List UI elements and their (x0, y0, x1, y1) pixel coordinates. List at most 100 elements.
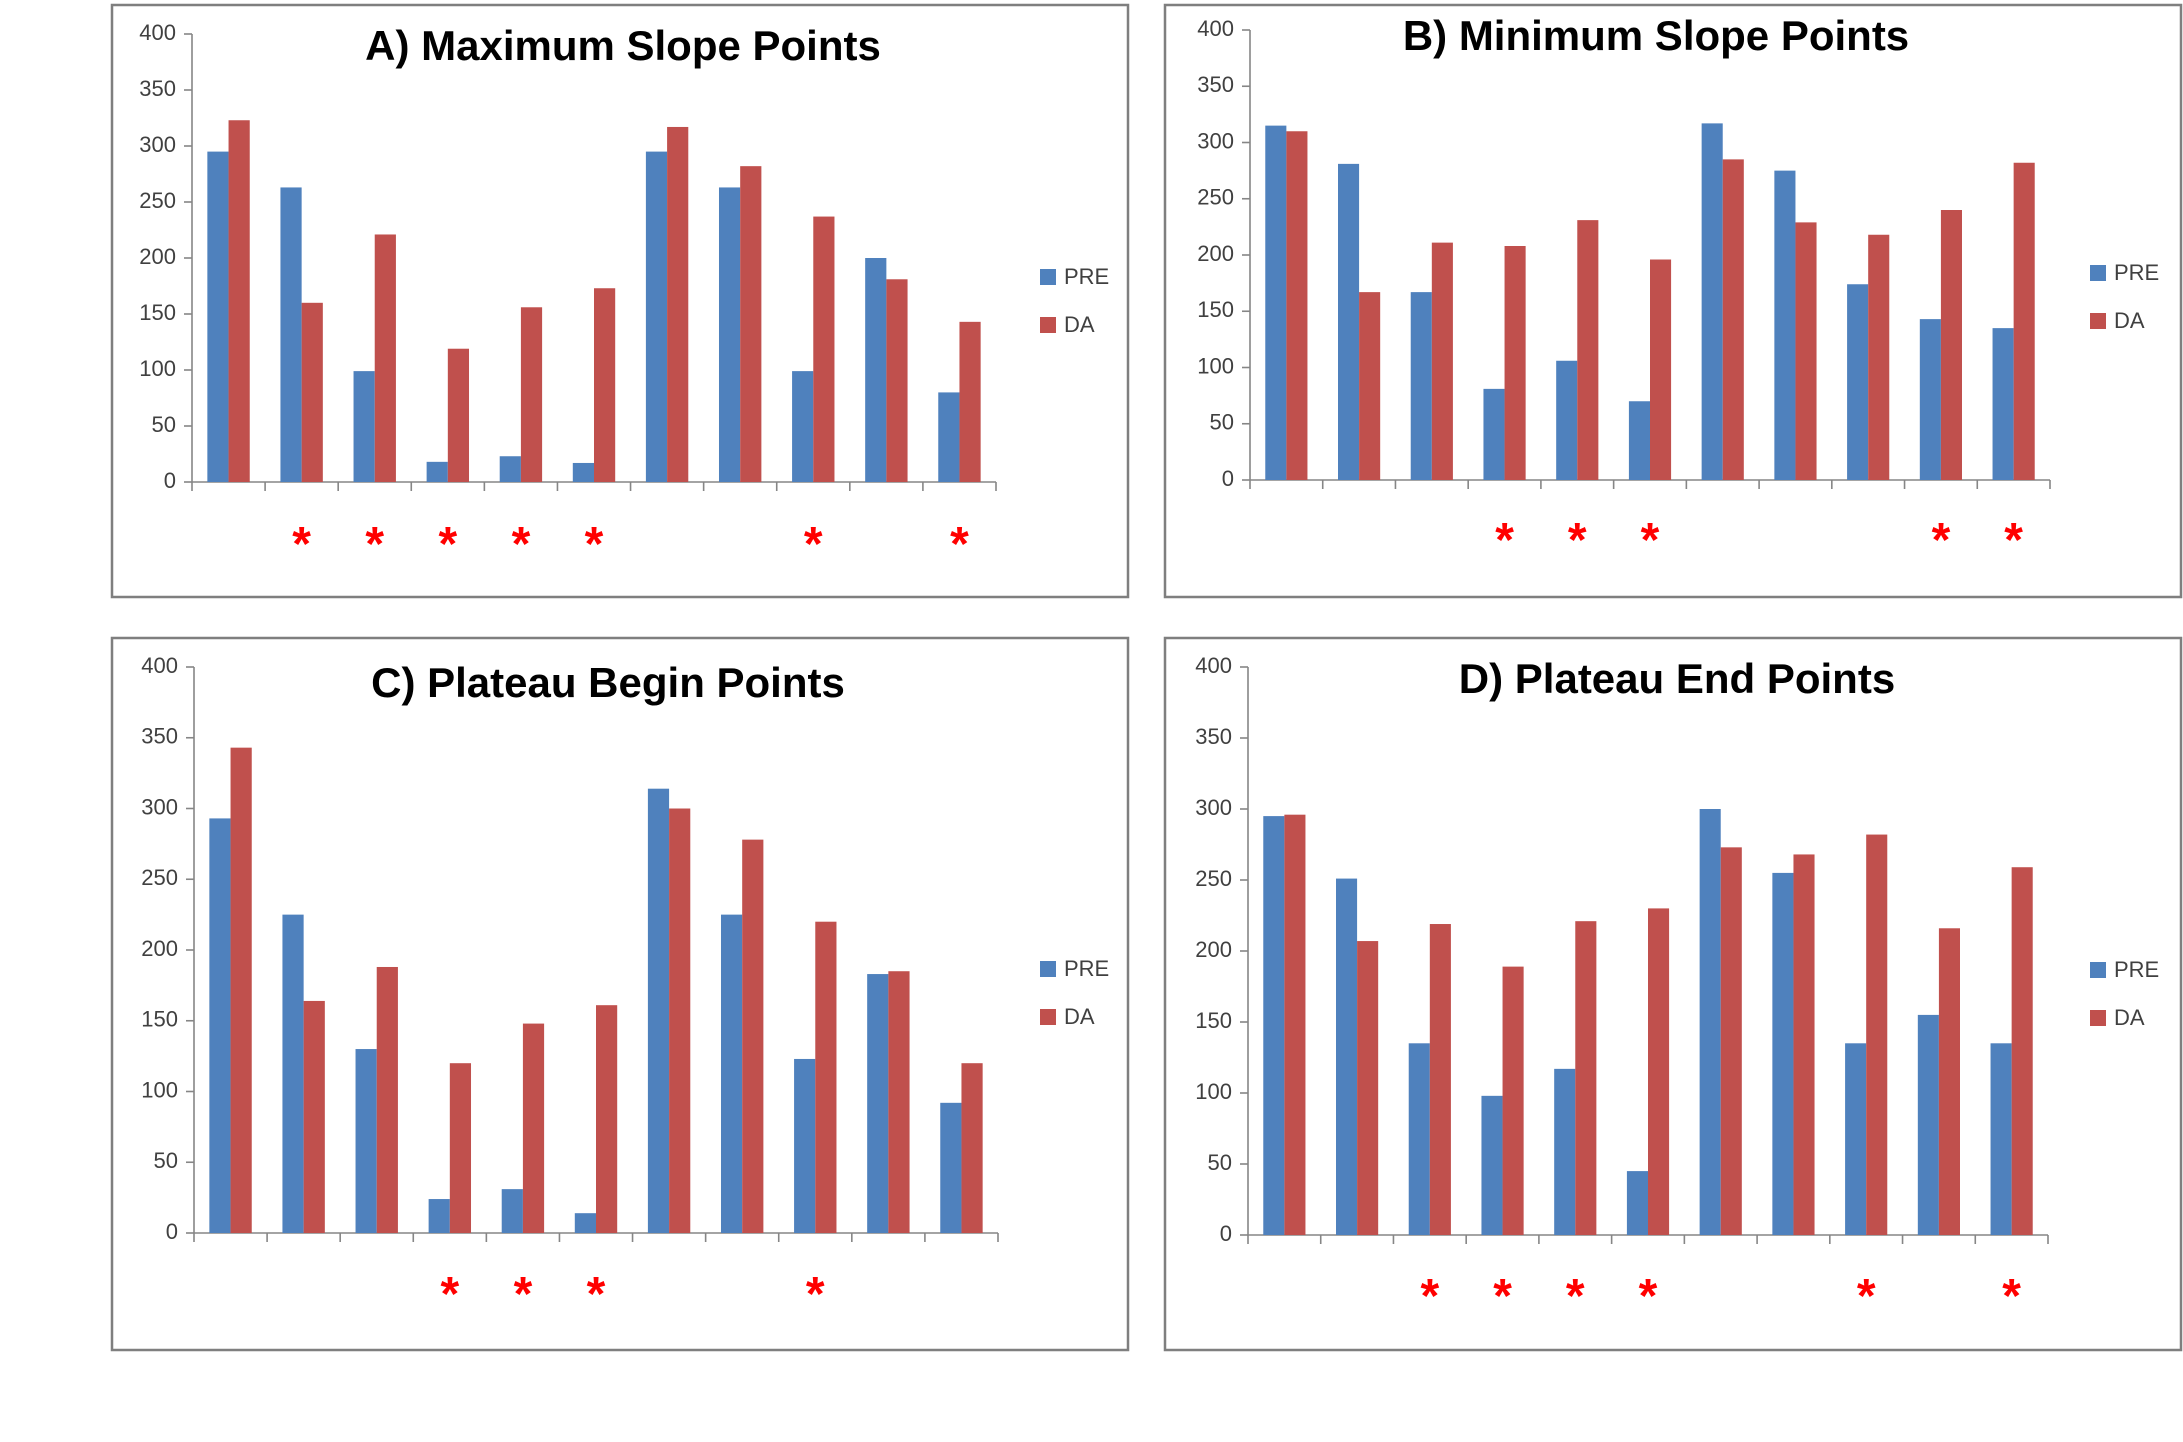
bar-pre-3 (353, 371, 375, 482)
significance-star: * (804, 518, 823, 571)
bar-da-11 (2011, 867, 2033, 1235)
bar-pre-4 (1483, 388, 1505, 480)
legend-label-pre: PRE (2114, 957, 2159, 982)
bar-pre-5 (501, 1189, 523, 1233)
bar-pre-6 (1628, 401, 1650, 480)
significance-star: * (1568, 514, 1587, 567)
bar-pre-11 (1992, 328, 2014, 480)
y-tick-label: 400 (141, 653, 178, 678)
y-tick-label: 350 (1195, 724, 1232, 749)
bar-pre-6 (574, 1213, 596, 1233)
significance-star: * (1566, 1270, 1585, 1323)
y-tick-label: 100 (1195, 1079, 1232, 1104)
y-tick-label: 150 (141, 1007, 178, 1032)
bar-da-10 (888, 971, 910, 1233)
bar-da-4 (1504, 246, 1526, 480)
significance-star: * (438, 518, 457, 571)
y-tick-label: 350 (139, 76, 176, 101)
bar-da-6 (1650, 259, 1672, 480)
legend-label-pre: PRE (2114, 260, 2159, 285)
y-tick-label: 300 (139, 132, 176, 157)
panel-frame (110, 636, 1130, 1352)
bar-da-1 (1284, 814, 1306, 1235)
chart-title: A) Maximum Slope Points (365, 22, 881, 69)
bar-pre-6 (1626, 1171, 1648, 1235)
significance-star: * (2002, 1270, 2021, 1323)
panel-c-plateau-begin: C) Plateau Begin Points 0 50 100 150 200 250 30… (110, 636, 1130, 1352)
y-tick-label: 0 (164, 468, 176, 493)
significance-star: * (806, 1268, 825, 1321)
y-tick-label: 50 (154, 1148, 178, 1173)
bar-pre-1 (1263, 816, 1285, 1235)
bar-pre-1 (209, 818, 231, 1233)
bar-da-6 (596, 1005, 618, 1233)
bar-pre-3 (1408, 1043, 1430, 1235)
bar-pre-4 (428, 1199, 450, 1233)
bar-da-3 (1429, 924, 1451, 1235)
bar-da-7 (667, 126, 689, 483)
y-tick-label: 50 (1208, 1150, 1232, 1175)
chart-title: C) Plateau Begin Points (371, 659, 845, 706)
bar-pre-9 (794, 1058, 816, 1233)
bar-da-6 (1648, 908, 1670, 1235)
y-tick-label: 400 (1197, 16, 1234, 41)
bar-pre-5 (499, 456, 521, 482)
panel-frame (110, 3, 1130, 599)
bar-pre-3 (1410, 292, 1432, 480)
significance-star: * (514, 1268, 533, 1321)
legend-swatch-pre (2090, 962, 2106, 978)
bar-da-10 (1938, 928, 1960, 1235)
bar-da-7 (1722, 159, 1744, 480)
bar-da-8 (1795, 222, 1817, 480)
y-tick-label: 250 (139, 188, 176, 213)
y-tick-label: 200 (141, 936, 178, 961)
bar-pre-5 (1556, 360, 1578, 480)
bar-da-8 (1793, 854, 1815, 1235)
y-tick-label: 100 (1197, 353, 1234, 378)
legend-label-da: DA (2114, 308, 2145, 333)
y-tick-label: 300 (1197, 128, 1234, 153)
bar-pre-1 (1265, 125, 1287, 480)
y-tick-label: 400 (139, 20, 176, 45)
bar-pre-2 (280, 187, 302, 482)
bar-pre-10 (1917, 1014, 1939, 1235)
y-tick-label: 300 (141, 794, 178, 819)
bar-da-1 (230, 747, 252, 1233)
bar-pre-10 (1919, 319, 1941, 480)
legend-label-da: DA (1064, 312, 1095, 337)
bar-da-11 (961, 1063, 983, 1233)
bar-pre-2 (1338, 163, 1360, 480)
significance-star: * (292, 518, 311, 571)
significance-star: * (1493, 1270, 1512, 1323)
bar-pre-11 (1990, 1043, 2012, 1235)
y-tick-label: 350 (141, 724, 178, 749)
legend-label-pre: PRE (1064, 264, 1109, 289)
y-tick-label: 150 (1195, 1008, 1232, 1033)
bar-pre-7 (1701, 123, 1723, 480)
y-tick-label: 0 (1222, 466, 1234, 491)
bar-da-7 (669, 808, 691, 1233)
y-tick-label: 150 (139, 300, 176, 325)
bar-da-5 (1575, 921, 1597, 1235)
significance-star: * (1420, 1270, 1439, 1323)
bar-pre-9 (792, 371, 814, 482)
bar-pre-5 (1554, 1068, 1576, 1235)
bar-da-2 (1359, 292, 1381, 480)
panel-d-plateau-end: D) Plateau End Points 0 50 100 150 200 250 300 3… (1163, 636, 2183, 1352)
y-tick-label: 200 (1197, 241, 1234, 266)
y-tick-label: 0 (166, 1219, 178, 1244)
legend-swatch-pre (2090, 265, 2106, 281)
bar-da-2 (1357, 941, 1379, 1235)
bar-da-4 (447, 348, 470, 482)
bar-da-9 (1866, 834, 1888, 1235)
chart-title: B) Minimum Slope Points (1403, 12, 1909, 59)
bar-da-5 (520, 307, 543, 482)
bar-pre-3 (355, 1049, 377, 1233)
bar-da-3 (1431, 242, 1453, 480)
bar-pre-9 (1847, 284, 1869, 480)
significance-star: * (1932, 514, 1951, 567)
significance-star: * (365, 518, 384, 571)
bar-da-7 (1720, 847, 1742, 1235)
bar-pre-7 (645, 151, 668, 482)
